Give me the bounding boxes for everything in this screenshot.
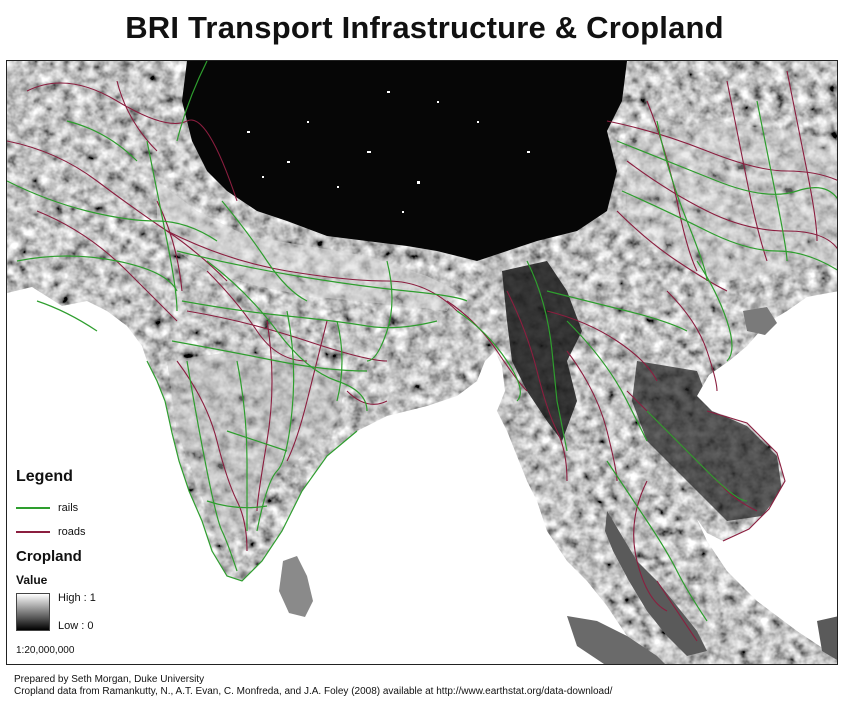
legend-label-rails: rails xyxy=(58,502,79,514)
bay-of-bengal-tip xyxy=(477,351,505,411)
map-frame[interactable] xyxy=(6,60,838,665)
roads-swatch xyxy=(16,531,50,533)
sea-coast-roads xyxy=(706,410,786,542)
cropland-ramp: High : 1 Low : 0 xyxy=(16,592,146,637)
cropland-gradient xyxy=(16,593,50,631)
deccan xyxy=(167,351,347,551)
map-canvas[interactable] xyxy=(7,61,838,665)
legend-item-roads: roads xyxy=(16,520,146,544)
plateau-specks xyxy=(247,91,530,213)
myanmar-forest xyxy=(502,261,582,441)
tibetan-plateau xyxy=(182,61,627,261)
ramp-low-label: Low : 0 xyxy=(58,620,94,632)
rails-layer xyxy=(7,61,837,622)
legend-item-rails: rails xyxy=(16,496,146,520)
borneo-edge xyxy=(817,616,837,660)
ramp-high-label: High : 1 xyxy=(58,592,96,604)
rails-swatch xyxy=(16,507,50,509)
sumatra xyxy=(567,616,665,664)
credit-author: Prepared by Seth Morgan, Duke University xyxy=(14,674,205,685)
map-legend: Legend rails roads Cropland Value High :… xyxy=(16,468,146,656)
legend-value-label: Value xyxy=(16,573,48,587)
credits: Prepared by Seth Morgan, Duke University… xyxy=(14,674,612,698)
map-title: BRI Transport Infrastructure & Cropland xyxy=(125,10,724,45)
legend-title: Legend xyxy=(16,468,73,485)
credit-source: Cropland data from Ramankutty, N., A.T. … xyxy=(14,686,613,697)
sri-lanka xyxy=(279,556,313,617)
roads-layer xyxy=(7,70,837,642)
south-china-sea xyxy=(697,291,837,660)
indochina-forest xyxy=(632,361,782,521)
scale-text: 1:20,000,000 xyxy=(16,645,75,656)
legend-cropland-title: Cropland xyxy=(16,548,82,565)
legend-label-roads: roads xyxy=(58,526,86,538)
hainan-island xyxy=(743,307,777,335)
indian-ocean xyxy=(7,287,655,664)
gangetic-plain xyxy=(157,181,457,311)
malay-peninsula xyxy=(605,511,707,656)
india-coastline xyxy=(146,360,358,582)
